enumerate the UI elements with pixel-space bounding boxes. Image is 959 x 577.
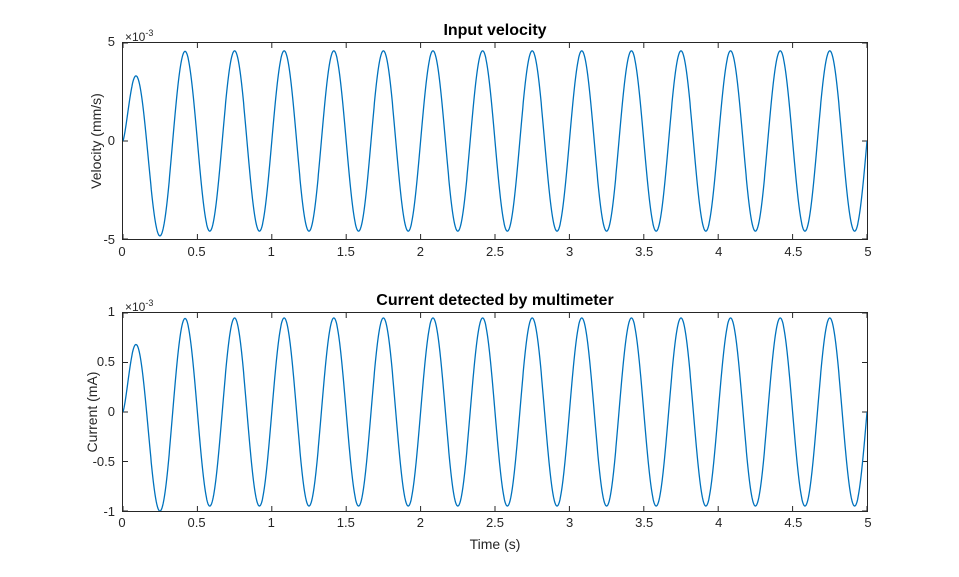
y-tick-label: 1 bbox=[107, 304, 115, 319]
x-tick-label: 3 bbox=[565, 515, 574, 530]
y-tick-label: -0.5 bbox=[92, 454, 115, 469]
tick-marks bbox=[123, 43, 867, 239]
x-tick-label: 2.5 bbox=[485, 244, 505, 259]
exponent-power: -3 bbox=[145, 298, 154, 308]
waveform-svg bbox=[123, 313, 867, 511]
exponent-base: ×10 bbox=[125, 300, 146, 314]
y-tick-label: 0.5 bbox=[96, 354, 115, 369]
x-tick-label: 4.5 bbox=[784, 515, 803, 530]
x-tick-label: 1 bbox=[267, 244, 275, 259]
x-tick-label: 4 bbox=[715, 515, 723, 530]
y-tick-label: -5 bbox=[103, 232, 115, 247]
y-tick-label: 5 bbox=[107, 34, 115, 49]
x-tick-label: 3.5 bbox=[635, 244, 654, 259]
x-tick-label: 2 bbox=[416, 515, 424, 530]
y-tick-label: -1 bbox=[103, 504, 115, 519]
x-tick-label: 3 bbox=[565, 244, 574, 259]
y-tick-label: 0 bbox=[107, 133, 115, 148]
x-tick-label: 0 bbox=[118, 515, 126, 530]
plot-area bbox=[122, 42, 868, 240]
plot-area bbox=[122, 312, 868, 512]
x-tick-label: 0 bbox=[118, 244, 126, 259]
x-tick-label: 1.5 bbox=[336, 244, 355, 259]
x-tick-label: 5 bbox=[864, 515, 872, 530]
plot-title: Current detected by multimeter bbox=[376, 292, 614, 309]
x-tick-label: 4 bbox=[715, 244, 723, 259]
velocity-curve bbox=[123, 50, 867, 237]
x-tick-label: 2.5 bbox=[485, 515, 505, 530]
y-axis-exponent: ×10-3 bbox=[125, 26, 153, 44]
current-curve bbox=[123, 317, 867, 511]
x-tick-label: 1 bbox=[267, 515, 275, 530]
x-tick-label: 3.5 bbox=[635, 515, 654, 530]
x-tick-label: 1.5 bbox=[336, 515, 355, 530]
x-axis-label: Time (s) bbox=[469, 536, 521, 552]
x-tick-label: 5 bbox=[864, 244, 872, 259]
x-tick-label: 2 bbox=[416, 244, 424, 259]
tick-marks bbox=[123, 313, 867, 511]
x-tick-label: 4.5 bbox=[784, 244, 803, 259]
waveform-svg bbox=[123, 43, 867, 239]
y-axis-exponent: ×10-3 bbox=[125, 296, 153, 314]
x-tick-label: 0.5 bbox=[187, 515, 206, 530]
exponent-base: ×10 bbox=[125, 30, 146, 44]
plot-title: Input velocity bbox=[443, 22, 547, 39]
exponent-power: -3 bbox=[145, 28, 154, 38]
y-tick-label: 0 bbox=[107, 404, 115, 419]
x-tick-label: 0.5 bbox=[187, 244, 206, 259]
